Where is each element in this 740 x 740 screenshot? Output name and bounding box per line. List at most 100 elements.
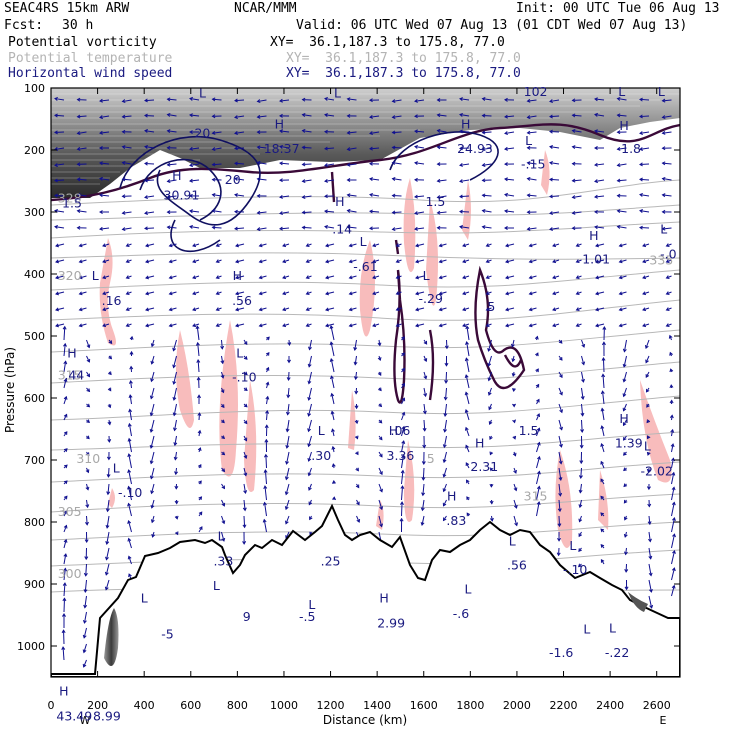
wind-vector-head bbox=[465, 462, 470, 467]
wind-vector bbox=[595, 323, 605, 327]
wind-vector-head bbox=[575, 243, 580, 247]
wind-vector-head bbox=[282, 275, 287, 280]
wind-vector-head bbox=[578, 518, 583, 523]
wind-vector-head bbox=[442, 459, 447, 464]
wind-vector bbox=[642, 243, 650, 247]
wind-vector bbox=[372, 243, 380, 247]
wind-vector-head bbox=[436, 225, 441, 230]
wind-vector bbox=[552, 323, 560, 327]
field-annotation: H bbox=[59, 684, 68, 699]
wind-vector-head bbox=[481, 225, 486, 230]
wind-vector bbox=[465, 427, 470, 437]
wind-vector bbox=[488, 339, 492, 352]
wind-vector bbox=[594, 226, 605, 229]
wind-vector-head bbox=[168, 307, 173, 312]
wind-vector bbox=[212, 147, 222, 150]
field-annotation: .25 bbox=[321, 553, 341, 568]
wind-vector-head bbox=[282, 291, 287, 296]
wind-vector-head bbox=[63, 464, 68, 469]
wind-vector-head bbox=[485, 243, 490, 247]
wind-vector-head bbox=[61, 629, 66, 634]
wind-vector bbox=[144, 99, 155, 102]
wind-vector bbox=[173, 355, 177, 368]
wind-vector-head bbox=[618, 323, 623, 328]
wind-vector-head bbox=[639, 97, 643, 102]
wind-vector-head bbox=[661, 193, 666, 198]
field-annotation: -.10 bbox=[563, 562, 587, 577]
wind-vector-head bbox=[243, 437, 248, 442]
wind-vector bbox=[581, 371, 584, 382]
field-annotation: 20 bbox=[225, 172, 241, 187]
wind-vector-head bbox=[82, 619, 87, 624]
field-annotation: L bbox=[92, 268, 99, 283]
wind-vector bbox=[619, 275, 627, 279]
wind-vector bbox=[55, 259, 65, 263]
wind-vector bbox=[378, 499, 383, 510]
wind-vector bbox=[414, 130, 425, 133]
wind-vector-head bbox=[62, 325, 67, 330]
wind-vector bbox=[619, 323, 627, 327]
organization: NCAR/MMM bbox=[234, 1, 297, 16]
wind-vector-head bbox=[549, 145, 553, 149]
field-annotation: 30.91 bbox=[164, 188, 200, 203]
wind-vector-head bbox=[63, 510, 68, 515]
wind-vector bbox=[392, 131, 402, 134]
wind-vector-head bbox=[665, 275, 670, 279]
wind-vector-head bbox=[526, 193, 531, 198]
wind-vector bbox=[671, 585, 675, 597]
wind-vector-head bbox=[464, 426, 469, 431]
wind-vector bbox=[55, 323, 65, 327]
wind-vector bbox=[243, 451, 247, 459]
wind-vector-head bbox=[526, 98, 531, 103]
wind-vector-head bbox=[648, 555, 653, 560]
wind-vector-head bbox=[481, 208, 486, 213]
wind-vector bbox=[437, 130, 447, 133]
wind-vector-head bbox=[354, 390, 359, 395]
field-annotation: 43.49 bbox=[56, 708, 92, 723]
wind-vector bbox=[145, 243, 155, 247]
wind-vector bbox=[286, 451, 290, 465]
wind-vector-head bbox=[346, 208, 351, 213]
wind-vector-head bbox=[443, 396, 448, 401]
wind-vector bbox=[601, 426, 605, 437]
wind-vector-head bbox=[329, 341, 334, 346]
wind-vector bbox=[639, 178, 650, 181]
wind-vector-head bbox=[105, 524, 110, 529]
wind-vector-head bbox=[62, 613, 66, 617]
wind-vector bbox=[392, 146, 402, 149]
wind-vector bbox=[169, 243, 177, 247]
wind-vector bbox=[173, 339, 177, 351]
wind-vector bbox=[347, 147, 357, 150]
wind-vector bbox=[173, 371, 177, 385]
wind-vector-head bbox=[108, 340, 113, 345]
wind-vector bbox=[331, 393, 335, 405]
wind-vector bbox=[63, 553, 67, 565]
wind-vector-head bbox=[258, 243, 263, 248]
field-pv-name: Potential vorticity bbox=[8, 35, 157, 50]
wind-vector-head bbox=[642, 243, 647, 248]
wind-vector bbox=[54, 179, 65, 182]
wind-vector bbox=[504, 147, 515, 150]
wind-vector-head bbox=[528, 259, 533, 264]
wind-vector-head bbox=[661, 98, 666, 103]
wind-vector-head bbox=[172, 396, 177, 401]
field-annotation: .30 bbox=[311, 448, 331, 463]
wind-vector bbox=[595, 275, 605, 279]
wind-vector-head bbox=[192, 275, 197, 280]
wind-vector-head bbox=[324, 178, 328, 183]
wind-vector-head bbox=[332, 496, 337, 501]
wind-vector bbox=[443, 483, 447, 492]
wind-vector-head bbox=[415, 275, 420, 280]
wind-vector-head bbox=[121, 160, 126, 165]
wind-vector-head bbox=[549, 211, 553, 215]
field-annotation: -.10 bbox=[118, 485, 142, 500]
isentrope-label: 315 bbox=[58, 367, 82, 382]
wind-vector bbox=[99, 115, 110, 118]
wind-vector-head bbox=[618, 275, 623, 280]
wind-vector-head bbox=[537, 470, 541, 475]
wind-vector-head bbox=[487, 347, 492, 352]
field-annotation: L bbox=[360, 234, 367, 249]
wind-vector bbox=[105, 547, 110, 560]
wind-vector-head bbox=[671, 486, 676, 491]
wind-vector bbox=[192, 323, 200, 327]
